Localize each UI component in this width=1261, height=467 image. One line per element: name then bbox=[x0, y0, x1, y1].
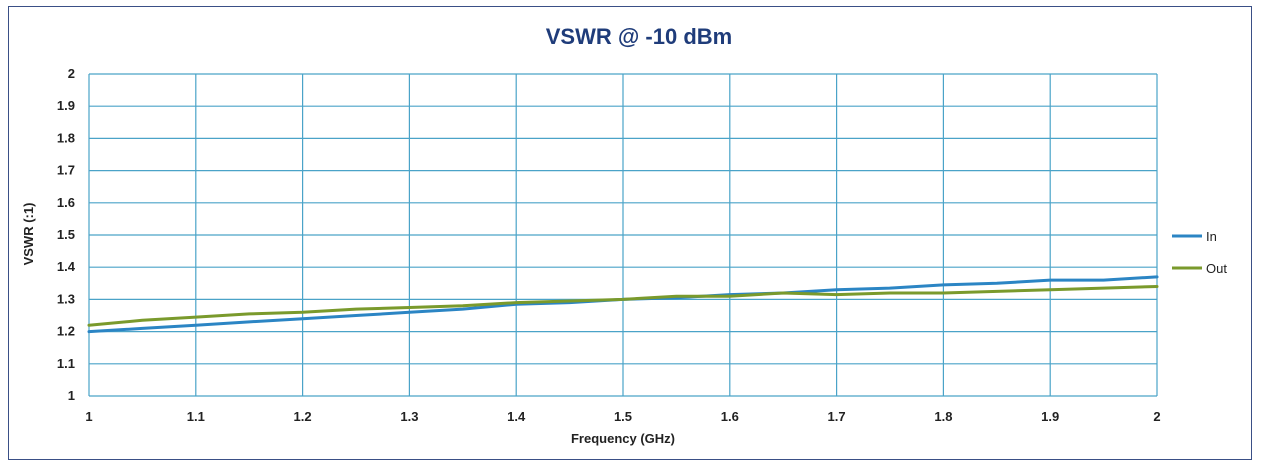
legend: In Out bbox=[1172, 229, 1227, 276]
grid-layer bbox=[88, 73, 1158, 397]
series-layer bbox=[87, 275, 1159, 334]
y-tick-label: 1.3 bbox=[57, 291, 75, 306]
y-tick-label: 1.1 bbox=[57, 356, 75, 371]
x-tick-label: 1.4 bbox=[507, 409, 526, 424]
y-tick-label: 2 bbox=[68, 66, 75, 81]
x-tick-label: 1.8 bbox=[934, 409, 952, 424]
chart-title: VSWR @ -10 dBm bbox=[546, 24, 732, 49]
y-tick-label: 1.8 bbox=[57, 130, 75, 145]
x-tick-label: 1.3 bbox=[400, 409, 418, 424]
y-tick-label: 1.6 bbox=[57, 195, 75, 210]
x-axis-label: Frequency (GHz) bbox=[571, 431, 675, 446]
vswr-chart: VSWR @ -10 dBm 2 1.9 1.8 1.7 1.6 1.5 1.4 1.3 1.2… bbox=[21, 24, 1227, 446]
x-tick-label: 1.7 bbox=[828, 409, 846, 424]
x-tick-label: 2 bbox=[1153, 409, 1160, 424]
y-tick-label: 1.9 bbox=[57, 98, 75, 113]
series-line-out bbox=[87, 285, 1159, 327]
y-tick-label: 1 bbox=[68, 388, 75, 403]
y-tick-label: 1.5 bbox=[57, 227, 75, 242]
x-tick-label: 1.9 bbox=[1041, 409, 1059, 424]
chart-frame: VSWR @ -10 dBm 2 1.9 1.8 1.7 1.6 1.5 1.4 1.3 1.2… bbox=[8, 6, 1252, 460]
y-axis-label: VSWR (:1) bbox=[21, 203, 36, 266]
x-tick-label: 1.5 bbox=[614, 409, 632, 424]
x-tick-label: 1 bbox=[85, 409, 92, 424]
legend-label-in: In bbox=[1206, 229, 1217, 244]
x-tick-label: 1.6 bbox=[721, 409, 739, 424]
tick-layer: 2 1.9 1.8 1.7 1.6 1.5 1.4 1.3 1.2 1.1 11 1.1 1.2 1.3 1… bbox=[57, 66, 1161, 424]
legend-label-out: Out bbox=[1206, 261, 1227, 276]
y-tick-label: 1.7 bbox=[57, 163, 75, 178]
y-tick-label: 1.4 bbox=[57, 259, 76, 274]
y-tick-label: 1.2 bbox=[57, 324, 75, 339]
x-tick-label: 1.1 bbox=[187, 409, 205, 424]
x-tick-label: 1.2 bbox=[294, 409, 312, 424]
